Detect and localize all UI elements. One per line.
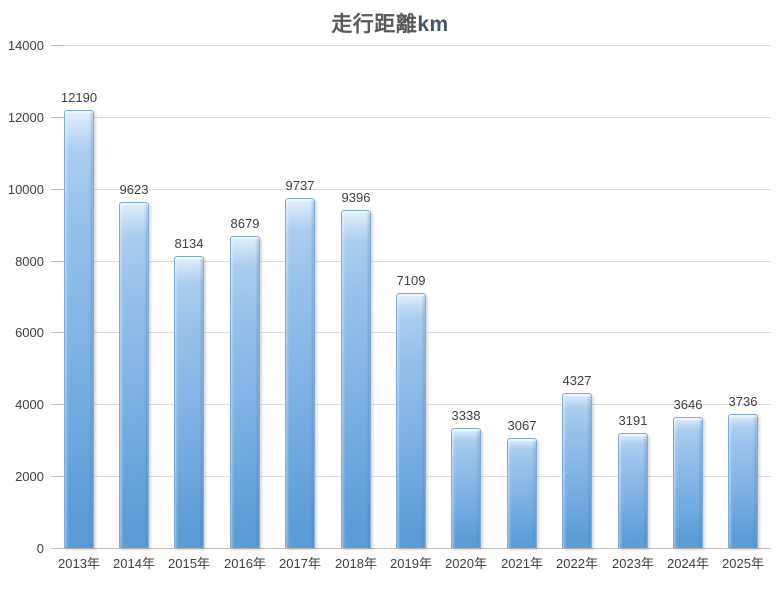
bar-2018年 [341,210,371,548]
chart-title-text: 走行距離 [331,13,418,36]
bar-value-label: 3646 [673,397,703,412]
x-axis-category-label: 2016年 [224,556,266,571]
bar-2025年 [728,414,758,548]
x-axis-category-label: 2023年 [612,556,654,571]
x-axis-category-label: 2020年 [445,556,487,571]
bar-value-label: 8134 [174,236,204,251]
x-axis-category-label: 2018年 [335,556,377,571]
bar-2015年 [174,256,204,548]
x-axis-category-label: 2021年 [501,556,543,571]
bar-value-label: 3338 [451,408,481,423]
bar-2013年 [64,110,94,548]
chart-title-unit-text: km [417,13,449,36]
y-axis-tick-label: 0 [36,541,44,556]
x-axis-category-label: 2025年 [722,556,764,571]
plot-area: 12190 9623 8134 8679 9737 9396 7109 3338 3067 432… [51,45,771,549]
bar-value-label: 3191 [618,413,648,428]
bar-value-label: 7109 [396,273,426,288]
y-axis-tick-label: 12000 [7,110,44,125]
y-axis-tick-mark [51,117,65,118]
gridline [51,189,771,190]
y-axis-tick-label: 6000 [15,325,44,340]
bar-value-label: 12190 [60,90,98,105]
x-axis-labels: 2013年 2014年 2015年 2016年 2017年 2018年 2019年 2020年… [51,556,771,576]
x-axis-category-label: 2013年 [58,556,100,571]
bar-2019年 [396,293,426,548]
bar-value-label: 8679 [230,216,260,231]
y-axis-tick-mark [51,476,65,477]
chart-title: 走行距離km [0,8,780,38]
x-axis-category-label: 2017年 [279,556,321,571]
y-axis-tick-label: 4000 [15,397,44,412]
bar-2022年 [562,393,592,548]
bar-2024年 [673,417,703,548]
y-axis-tick-label: 8000 [15,254,44,269]
y-axis-tick-label: 14000 [7,38,44,53]
bar-2021年 [507,438,537,548]
y-axis-tick-mark [51,189,65,190]
y-axis-tick-mark [51,45,65,46]
bar-value-label: 3067 [507,418,537,433]
gridline [51,261,771,262]
bar-2014年 [119,202,149,548]
bar-value-label: 9623 [119,182,149,197]
y-axis-tick-label: 10000 [7,182,44,197]
x-axis-category-label: 2022年 [556,556,598,571]
y-axis-tick-mark [51,261,65,262]
bar-2020年 [451,428,481,548]
y-axis-tick-label: 2000 [15,469,44,484]
y-axis-tick-mark [51,404,65,405]
bar-2023年 [618,433,648,548]
bar-2017年 [285,198,315,548]
bar-value-label: 9737 [285,178,315,193]
x-axis-category-label: 2015年 [168,556,210,571]
bar-value-label: 9396 [341,190,371,205]
y-axis-tick-mark [51,332,65,333]
x-axis-category-label: 2019年 [390,556,432,571]
gridline [51,117,771,118]
gridline [51,45,771,46]
bar-2016年 [230,236,260,548]
x-axis-category-label: 2014年 [113,556,155,571]
bar-value-label: 3736 [728,394,758,409]
x-axis-category-label: 2024年 [667,556,709,571]
bar-value-label: 4327 [562,373,592,388]
